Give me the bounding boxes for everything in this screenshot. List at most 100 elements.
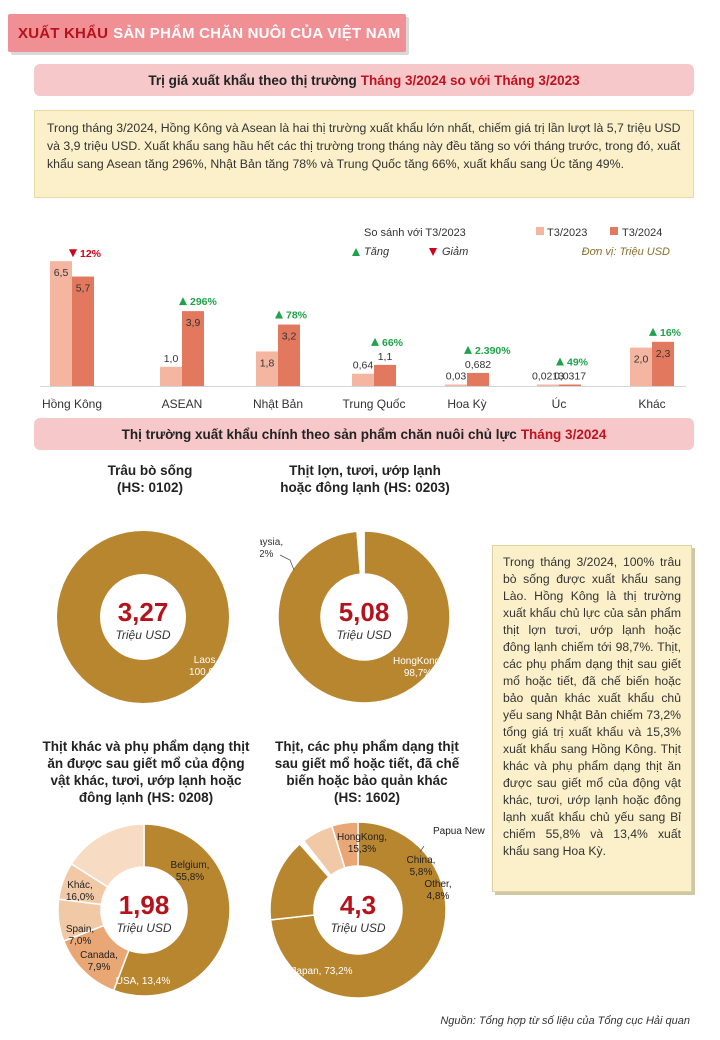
section-heading-products: Thị trường xuất khẩu chính theo sản phẩm… <box>34 418 694 450</box>
section-heading-markets: Trị giá xuất khẩu theo thị trường Tháng … <box>34 64 694 96</box>
change-up-triangle-icon <box>464 345 472 354</box>
caption-line: biến hoặc bảo quản khác <box>286 773 448 788</box>
slice-label-pct: 16,0% <box>66 892 94 903</box>
page-title: XUẤT KHẨU SẢN PHẨM CHĂN NUÔI CỦA VIỆT NA… <box>8 14 406 52</box>
category-label: Úc <box>552 396 567 411</box>
donut-caption-1602: Thịt, các phụ phẩm dạng thịt sau giết mổ… <box>262 738 472 806</box>
slice-label-name: Other, <box>424 879 451 890</box>
summary-note-box: Trong tháng 3/2024, 100% trâu bò sống đư… <box>492 545 692 892</box>
bar-2024 <box>559 384 581 386</box>
caption-line: Trâu bò sống <box>107 463 193 478</box>
chart-unit-label: Đơn vị: Triệu USD <box>582 246 670 258</box>
donut-slice <box>269 821 447 999</box>
slice-label-pct: 55,8% <box>176 872 204 883</box>
slice-label-name: Spain, <box>66 924 94 935</box>
legend-up-triangle-icon <box>352 248 360 256</box>
category-label: ASEAN <box>162 397 203 411</box>
section-heading-highlight: Tháng 3/2024 so với Tháng 3/2023 <box>360 72 580 88</box>
data-label-2023: 1,8 <box>260 357 275 369</box>
slice-label-pct: 15,3% <box>348 844 376 855</box>
data-label-2023: 0,03 <box>446 371 467 383</box>
slice-label-name: Belgium, <box>171 860 210 871</box>
category-label: Trung Quốc <box>343 397 406 411</box>
legend-up-label: Tăng <box>364 246 390 258</box>
caption-line: hoặc đông lạnh (HS: 0203) <box>280 480 450 495</box>
caption-line: ăn được sau giết mổ của động <box>47 756 245 771</box>
caption-line: sau giết mổ hoặc tiết, đã chế <box>274 756 460 771</box>
caption-line: (HS: 1602) <box>333 790 401 805</box>
slice-label-pct: 5,8% <box>410 867 433 878</box>
source-note: Nguồn: Tổng hợp từ số liệu của Tổng cục … <box>440 1015 690 1027</box>
category-label: Khác <box>638 397 665 411</box>
donut-center-value: 5,08 <box>339 597 390 627</box>
legend-swatch-2023 <box>536 227 544 235</box>
intro-text: Trong tháng 3/2024, Hồng Kông và Asean l… <box>47 121 681 171</box>
category-label: Hoa Kỳ <box>447 397 486 411</box>
slice-label-name: Khác, <box>67 880 93 891</box>
donut-center-value: 3,27 <box>118 597 169 627</box>
donut-slice <box>330 821 359 869</box>
section-heading-highlight: Tháng 3/2024 <box>520 426 607 442</box>
page-title-dark: XUẤT KHẨU <box>18 24 109 42</box>
change-up-triangle-icon <box>649 327 657 336</box>
caption-line: Thịt khác và phụ phẩm dạng thịt <box>42 739 250 754</box>
bar-2023 <box>537 384 559 386</box>
change-up-triangle-icon <box>556 357 564 366</box>
legend-compare-label: So sánh với T3/2023 <box>364 227 466 239</box>
slice-label-pct: 100,0% <box>189 667 223 678</box>
donut-slice <box>277 530 451 704</box>
slice-label-name: Canada, <box>80 950 118 961</box>
caption-line: vật khác, tươi, ướp lạnh hoặc <box>50 773 242 788</box>
slice-label-name: HongKong, <box>337 832 387 843</box>
data-label-2024: 5,7 <box>76 283 91 295</box>
page-title-light: SẢN PHẨM CHĂN NUÔI CỦA VIỆT NAM <box>113 24 401 42</box>
legend-label-2023: T3/2023 <box>547 227 587 239</box>
donut-caption-0102: Trâu bò sống (HS: 0102) <box>50 462 250 496</box>
intro-text-box: Trong tháng 3/2024, Hồng Kông và Asean l… <box>34 110 694 198</box>
change-label: 49% <box>567 357 589 369</box>
slice-leader-line <box>279 554 295 571</box>
change-label: 2.390% <box>475 345 511 357</box>
bar-2024 <box>182 311 204 386</box>
market-bar-chart: So sánh với T3/2023 T3/2023 T3/2024 Tăng Giả… <box>40 227 686 411</box>
bar-2023 <box>352 373 374 386</box>
data-label-2023: 0,0213 <box>532 371 564 383</box>
caption-line: đông lạnh (HS: 0208) <box>78 790 214 805</box>
caption-line: Thịt lợn, tươi, ướp lạnh <box>289 463 441 478</box>
donut-center-unit: Triệu USD <box>330 921 385 935</box>
donut-slice <box>70 823 145 888</box>
data-label-2023: 6,5 <box>54 267 69 279</box>
change-label: 296% <box>190 296 218 308</box>
data-label-2024: 2,3 <box>656 348 671 360</box>
bar-2023 <box>50 261 72 386</box>
data-label-2024: 3,2 <box>282 331 297 343</box>
section-heading-prefix: Trị giá xuất khẩu theo thị trường <box>148 72 357 88</box>
donut-slice <box>362 530 365 575</box>
change-label: 16% <box>660 327 682 339</box>
change-up-triangle-icon <box>179 297 187 306</box>
change-up-triangle-icon <box>371 337 379 346</box>
slice-leader-line <box>419 845 425 853</box>
slice-label-name: Papua New Guinea,... <box>433 826 485 837</box>
caption-line: Thịt, các phụ phẩm dạng thịt <box>275 739 459 754</box>
legend-down-triangle-icon <box>429 248 437 256</box>
slice-label-pct: 1,2% <box>260 549 274 560</box>
summary-note-text: Trong tháng 3/2024, 100% trâu bò sống đư… <box>503 555 681 858</box>
change-up-triangle-icon <box>275 310 283 319</box>
slice-label-name: Malaysia, <box>260 537 283 548</box>
donut-center-unit: Triệu USD <box>336 628 391 642</box>
data-label-2023: 2,0 <box>634 354 649 366</box>
data-label-2024: 0,682 <box>465 359 491 371</box>
donut-caption-0208: Thịt khác và phụ phẩm dạng thịt ăn được … <box>28 738 264 806</box>
bar-2024 <box>652 341 674 386</box>
slice-label: USA, 13,4% <box>116 976 171 987</box>
donut-center-unit: Triệu USD <box>115 628 170 642</box>
bar-2024 <box>278 324 300 386</box>
donut-center-value: 4,3 <box>340 890 376 920</box>
change-label: 12% <box>80 248 102 260</box>
bar-2023 <box>256 351 278 386</box>
change-down-triangle-icon <box>69 249 77 258</box>
